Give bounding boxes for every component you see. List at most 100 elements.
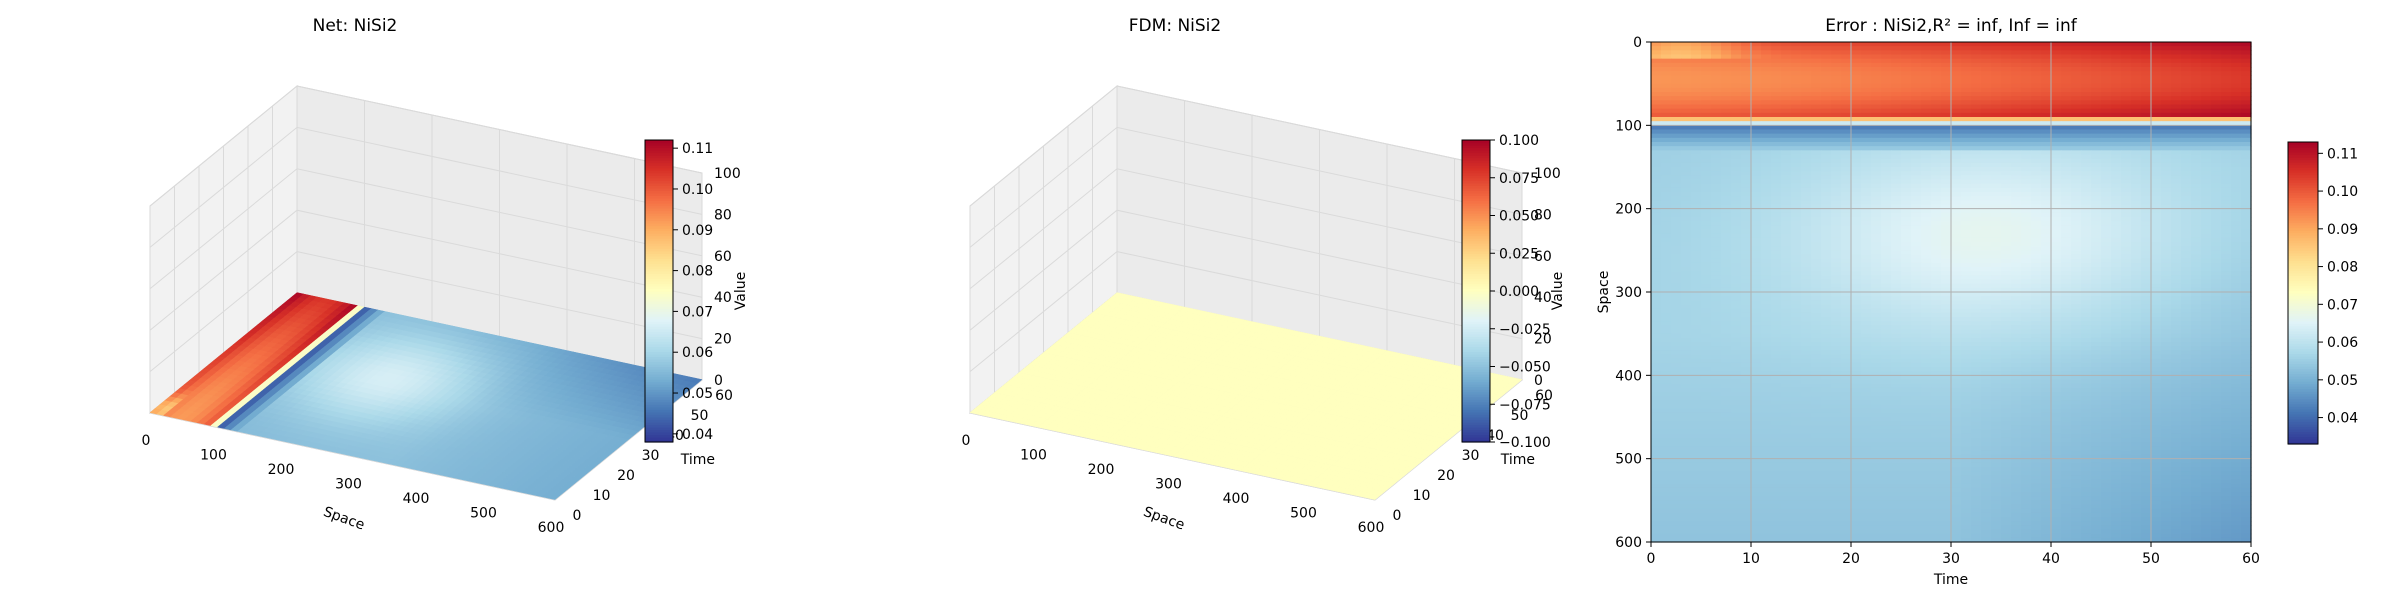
error-heatmap-cell	[2191, 42, 2202, 47]
net-colorbar-tick: 0.06	[682, 345, 713, 361]
error-heatmap-cell	[1761, 83, 1772, 89]
error-heatmap-cell	[1991, 71, 2002, 76]
error-heatmap-cell	[1951, 96, 1962, 101]
error-heatmap-cell	[1871, 104, 1882, 110]
error-heatmap-cell	[2211, 75, 2222, 81]
error-heatmap-cell	[1971, 104, 1982, 110]
error-heatmap-cell	[1811, 96, 1822, 101]
error-heatmap-cell	[2161, 58, 2172, 64]
error-heatmap-cell	[1731, 96, 1742, 101]
error-heatmap-cell	[1681, 96, 1692, 101]
error-heatmap-cell	[1841, 96, 1852, 101]
net-colorbar-tick: 0.10	[682, 182, 713, 198]
error-heatmap-cell	[2171, 87, 2182, 93]
error-heatmap-cell	[2221, 67, 2232, 72]
error-heatmap-cell	[1951, 71, 1962, 76]
error-heatmap-cell	[1911, 67, 1922, 72]
error-heatmap-cell	[1651, 71, 1662, 76]
error-heatmap-cell	[2201, 96, 2212, 101]
error-heatmap-cell	[1661, 67, 1672, 72]
error-heatmap-cell	[1761, 108, 1772, 114]
error-heatmap-cell	[2161, 62, 2172, 68]
error-heatmap-cell	[2131, 71, 2142, 76]
error-heatmap-cell	[2201, 62, 2212, 68]
fdm-colorbar-tick: −0.100	[1499, 435, 1551, 451]
error-heatmap-cell	[2161, 42, 2172, 47]
error-heatmap-cell	[2001, 67, 2012, 72]
error-heatmap-cell	[1891, 104, 1902, 110]
error-heatmap-cell	[1991, 42, 2002, 47]
error-heatmap-cell	[1671, 50, 1682, 56]
error-heatmap-cell	[2101, 83, 2112, 89]
error-heatmap-cell	[1961, 62, 1972, 68]
error-heatmap-cell	[1941, 67, 1952, 72]
error-heatmap-cell	[2001, 104, 2012, 110]
error-heatmap-cell	[1891, 62, 1902, 68]
error-heatmap-cell	[1891, 67, 1902, 72]
error-heatmap-cell	[1971, 54, 1982, 60]
error-heatmap-cell	[1941, 96, 1952, 101]
error-heatmap-cell	[1871, 54, 1882, 60]
error-heatmap-cell	[1901, 79, 1912, 85]
net-gridline-z	[149, 85, 703, 207]
error-heatmap-cell	[2231, 67, 2242, 72]
error-heatmap-cell	[2071, 104, 2082, 110]
error-heatmap-cell	[1881, 46, 1892, 51]
error-heatmap-cell	[2161, 67, 2172, 72]
error-heatmap-cell	[1701, 104, 1712, 110]
error-heatmap-cell	[1681, 54, 1692, 60]
error-heatmap-cell	[1891, 46, 1902, 51]
net-y-tick: 30	[642, 448, 660, 464]
error-heatmap-cell	[2181, 50, 2192, 56]
error-heatmap-cell	[2081, 108, 2092, 114]
error-heatmap-cell	[2111, 79, 2122, 85]
error-heatmap-cell	[1661, 58, 1672, 64]
error-heatmap-cell	[2031, 79, 2042, 85]
error-heatmap-cell	[2041, 100, 2052, 106]
error-heatmap-cell	[1841, 104, 1852, 110]
error-heatmap-cell	[2101, 62, 2112, 68]
error-heatmap-cell	[2091, 54, 2102, 60]
error-heatmap-cell	[1901, 42, 1912, 47]
error-heatmap-cell	[2181, 92, 2192, 97]
error-heatmap-cell	[1731, 100, 1742, 106]
error-heatmap-cell	[2021, 92, 2032, 97]
error-heatmap-cell	[2201, 71, 2212, 76]
error-heatmap-cell	[2081, 87, 2092, 93]
error-heatmap-cell	[2131, 79, 2142, 85]
error-heatmap-cell	[2001, 75, 2012, 81]
error-heatmap-cell	[1921, 62, 1932, 68]
error-heatmap-cell	[1801, 87, 1812, 93]
error-heatmap-cell	[2041, 92, 2052, 97]
net-z-tick: 0	[714, 373, 723, 389]
error-heatmap-cell	[2121, 83, 2132, 89]
error-heatmap-cell	[2041, 79, 2052, 85]
error-heatmap-cell	[1741, 96, 1752, 101]
error-heatmap-cell	[2021, 42, 2032, 47]
error-heatmap-cell	[2061, 79, 2072, 85]
error-heatmap-cell	[2241, 75, 2252, 81]
error-heatmap-cell	[1831, 108, 1842, 114]
error-heatmap-cell	[1841, 71, 1852, 76]
error-heatmap-cell	[1711, 104, 1722, 110]
error-heatmap-cell	[1931, 75, 1942, 81]
error-panel: Error : NiSi2,R² = inf, Inf = inf 0 10 2…	[1596, 16, 2358, 588]
error-heatmap-cell	[2121, 100, 2132, 106]
error-heatmap-cell	[1931, 79, 1942, 85]
error-heatmap-cell	[1681, 108, 1692, 114]
error-heatmap-cell	[1751, 79, 1762, 85]
error-heatmap-cell	[1791, 71, 1802, 76]
error-heatmap-cell	[2121, 96, 2132, 101]
error-heatmap-cell	[1661, 42, 1672, 47]
error-heatmap-cell	[1851, 108, 1862, 114]
net-panel: Net: NiSi2 0 100 200 300 400 500 600 0 1…	[142, 16, 749, 536]
error-heatmap-cell	[1871, 79, 1882, 85]
error-heatmap-cell	[1751, 108, 1762, 114]
error-heatmap-cell	[2161, 79, 2172, 85]
error-heatmap-cell	[1821, 104, 1832, 110]
error-heatmap-cell	[1701, 46, 1712, 51]
error-heatmap-cell	[2111, 96, 2122, 101]
error-heatmap-cell	[2121, 58, 2132, 64]
net-z-tick: 100	[714, 166, 741, 182]
error-heatmap-cell	[1941, 50, 1952, 56]
